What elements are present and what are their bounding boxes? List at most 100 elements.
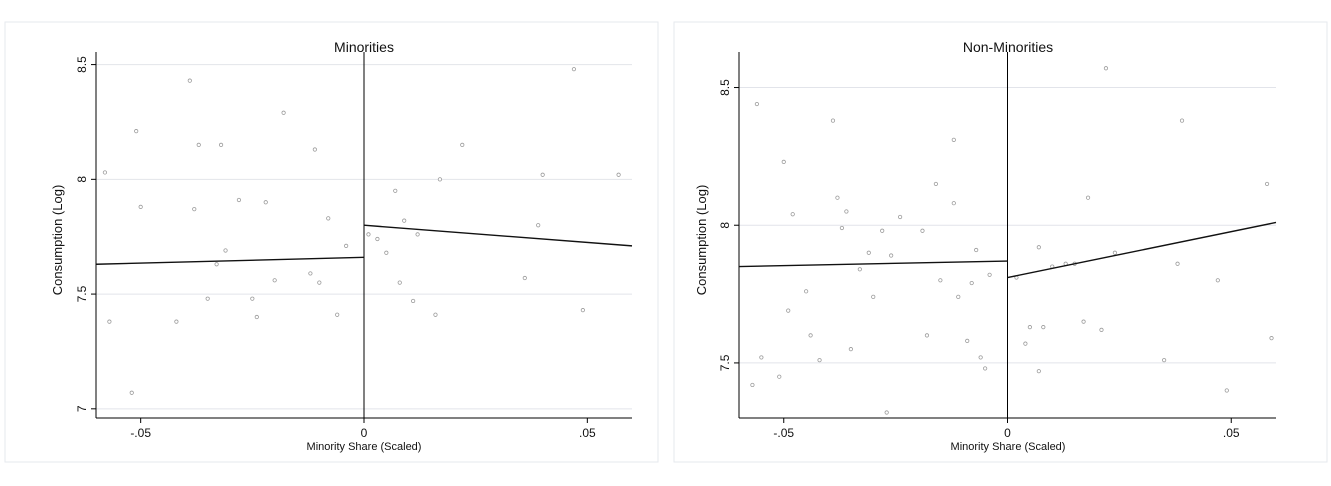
scatter-point xyxy=(754,101,760,107)
scatter-point xyxy=(129,390,134,395)
scatter-point xyxy=(616,172,621,177)
scatter-point xyxy=(196,142,201,148)
scatter-point xyxy=(214,262,219,267)
scatter-point xyxy=(750,382,755,388)
scatter-point xyxy=(938,278,943,283)
scatter-point xyxy=(236,197,242,203)
scatter-point xyxy=(759,355,764,360)
x-tick-label: .05 xyxy=(579,426,596,440)
chart-title: Non-Minorities xyxy=(963,39,1053,55)
plot-area: 7.5 8 8.5 -.05 0 .05 xyxy=(718,52,1277,440)
scatter-point xyxy=(317,280,322,285)
scatter-point xyxy=(1027,325,1032,330)
scatter-point xyxy=(107,319,112,324)
fit-line xyxy=(1007,221,1277,279)
scatter-point xyxy=(1036,369,1041,374)
x-tick-label: 0 xyxy=(1004,426,1011,440)
fit-line xyxy=(738,260,1008,268)
scatter-point xyxy=(1036,245,1041,250)
scatter-point xyxy=(1099,327,1104,332)
scatter-point xyxy=(254,314,259,320)
scatter-point xyxy=(437,177,443,182)
scatter-point xyxy=(335,312,340,317)
scatter-point xyxy=(974,247,979,253)
scatter-point xyxy=(366,232,371,237)
scatter-point xyxy=(102,170,108,175)
scatter-point xyxy=(1179,118,1185,123)
scatter-point xyxy=(1224,388,1229,393)
scatter-point xyxy=(848,347,853,352)
scatter-point xyxy=(1085,195,1091,200)
scatter-point xyxy=(250,296,255,301)
x-axis-label: Minority Share (Scaled) xyxy=(951,441,1066,453)
scatter-point xyxy=(804,289,809,294)
fit-line xyxy=(95,256,365,265)
scatter-point xyxy=(898,214,903,220)
scatter-point xyxy=(192,207,197,212)
scatter-point xyxy=(134,129,139,134)
scatter-point xyxy=(433,312,438,317)
scatter-point xyxy=(951,201,956,206)
scatter-point xyxy=(397,280,402,285)
scatter-point xyxy=(777,374,782,379)
x-axis-label: Minority Share (Scaled) xyxy=(307,441,422,453)
y-axis-label: Consumption (Log) xyxy=(50,185,65,296)
scatter-point xyxy=(415,232,420,237)
chart-panel-non-minorities: Non-Minorities Minority Share (Scaled) C… xyxy=(669,0,1331,486)
scatter-point xyxy=(1215,278,1220,283)
scatter-point xyxy=(571,67,577,72)
y-tick-label: 8.5 xyxy=(718,79,732,96)
scatter-point xyxy=(272,278,277,283)
scatter-point xyxy=(857,267,862,272)
scatter-point xyxy=(460,142,465,148)
scatter-point xyxy=(308,271,313,276)
scatter-point xyxy=(138,204,143,209)
scatter-point xyxy=(956,294,961,299)
scatter-point xyxy=(187,78,192,83)
scatter-point xyxy=(174,319,179,324)
scatter-point xyxy=(969,280,974,286)
y-tick-label: 8 xyxy=(75,176,89,183)
chart-non-minorities: Non-Minorities Minority Share (Scaled) C… xyxy=(673,21,1328,463)
scatter-point xyxy=(1264,181,1270,187)
plot-area: 7 7.5 8 8.5 -.05 0 .05 xyxy=(75,52,633,440)
scatter-point xyxy=(839,225,845,231)
scatter-point xyxy=(987,272,992,277)
scatter-point xyxy=(312,147,317,152)
scatter-point xyxy=(835,195,840,200)
chart-title: Minorities xyxy=(334,39,394,55)
scatter-point xyxy=(375,236,380,242)
scatter-point xyxy=(817,358,822,363)
y-axis-label: Consumption (Log) xyxy=(694,185,709,296)
x-tick-label: .05 xyxy=(1223,426,1240,440)
scatter-point xyxy=(205,296,210,301)
scatter-point xyxy=(223,248,228,253)
scatter-point xyxy=(808,333,813,338)
scatter-point xyxy=(844,209,849,214)
scatter-point xyxy=(983,366,988,371)
scatter-point xyxy=(536,223,541,228)
scatter-point xyxy=(781,159,786,164)
scatter-point xyxy=(393,188,398,193)
scatter-point xyxy=(1175,261,1180,266)
y-tick-label: 8 xyxy=(718,222,732,229)
scatter-point xyxy=(522,275,527,281)
scatter-point xyxy=(326,216,331,221)
plot-frame xyxy=(673,21,1328,463)
scatter-point xyxy=(263,200,268,205)
scatter-point xyxy=(978,355,983,360)
y-tick-label: 7.5 xyxy=(718,354,732,371)
scatter-point xyxy=(871,294,876,299)
scatter-point xyxy=(880,228,885,233)
scatter-point xyxy=(281,110,286,115)
scatter-point xyxy=(1023,341,1028,346)
chart-panel-minorities: Minorities Minority Share (Scaled) Consu… xyxy=(0,0,662,486)
scatter-point xyxy=(933,181,938,187)
x-tick-label: 0 xyxy=(361,426,368,440)
scatter-point xyxy=(924,333,930,338)
scatter-point xyxy=(786,308,791,313)
y-tick-label: 7.5 xyxy=(75,285,89,302)
scatter-point xyxy=(830,118,836,123)
scatter-point xyxy=(1103,66,1109,71)
scatter-point xyxy=(1081,319,1086,324)
